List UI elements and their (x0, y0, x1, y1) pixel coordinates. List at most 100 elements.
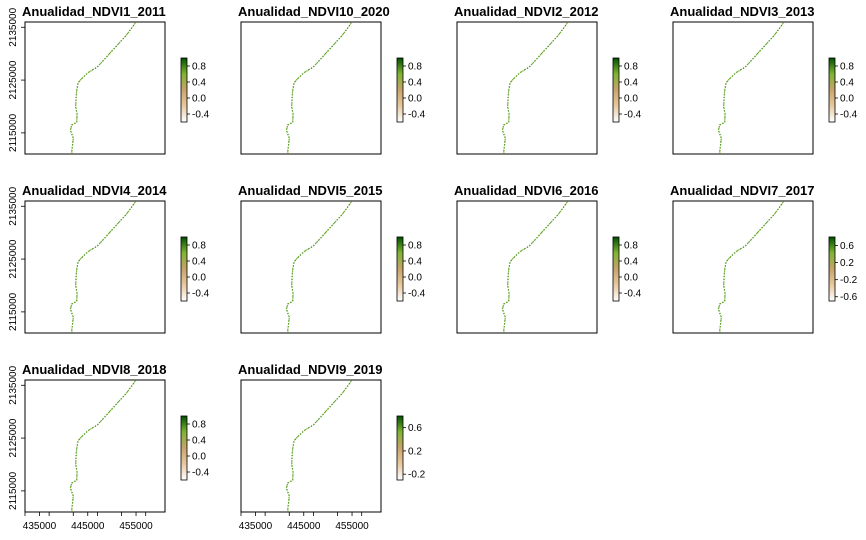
panel-title: Anualidad_NDVI1_2011 (22, 4, 166, 19)
legend-tick-label: 0.8 (840, 62, 854, 73)
coastline-raster (285, 22, 353, 154)
x-tick-label: 445000 (71, 521, 105, 532)
map-frame (240, 379, 382, 513)
legend-colorbar (396, 57, 404, 123)
map-frame (240, 21, 382, 155)
legend-tick-label: 0.4 (408, 78, 422, 89)
map-panel: Anualidad_NDVI10_2020 0.8 0.4 0.0 -0.4 (238, 4, 426, 155)
x-tick-label: 455000 (335, 521, 369, 532)
legend-tick-label: -0.6 (840, 292, 858, 303)
y-tick-label: 2135000 (8, 7, 19, 46)
map-frame (672, 21, 814, 155)
legend-tick-label: 0.4 (192, 257, 206, 268)
x-tick-label: 435000 (23, 521, 57, 532)
legend-tick-label: 0.0 (192, 273, 206, 284)
y-tick-label: 2125000 (8, 60, 19, 99)
map-panel: Anualidad_NDVI3_2013 0.8 0.4 0.0 -0.4 (670, 4, 858, 155)
panel-title: Anualidad_NDVI10_2020 (238, 4, 390, 19)
legend-tick-label: 0.0 (192, 452, 206, 463)
x-tick-label: 455000 (119, 521, 153, 532)
legend-tick-label: -0.2 (840, 275, 858, 286)
legend-tick-label: -0.4 (408, 110, 426, 121)
legend-tick-label: -0.4 (192, 110, 210, 121)
legend-tick-label: 0.4 (192, 78, 206, 89)
coastline-raster (501, 22, 569, 154)
panel-title: Anualidad_NDVI2_2012 (454, 4, 599, 19)
legend-tick-label: 0.0 (624, 94, 638, 105)
legend-tick-label: 0.8 (624, 241, 638, 252)
coastline-raster (69, 380, 137, 512)
legend-tick-label: 0.6 (840, 241, 854, 252)
coastline-raster (69, 201, 137, 333)
legend-tick-label: -0.4 (192, 468, 210, 479)
map-frame (24, 200, 166, 334)
map-panel: Anualidad_NDVI6_2016 0.8 0.4 0.0 -0.4 (454, 183, 642, 334)
panel-title: Anualidad_NDVI6_2016 (454, 183, 599, 198)
map-panel: Anualidad_NDVI7_2017 0.6 0.2 -0.2 -0.6 (670, 183, 858, 334)
map-frame (24, 379, 166, 513)
legend-tick-label: 0.6 (408, 423, 422, 434)
legend-tick-label: -0.2 (408, 470, 426, 481)
legend-tick-label: 0.8 (192, 420, 206, 431)
panel-title: Anualidad_NDVI8_2018 (22, 362, 167, 377)
legend-tick-label: -0.4 (840, 110, 858, 121)
legend-tick-label: 0.8 (192, 62, 206, 73)
map-panel: Anualidad_NDVI8_2018 0.8 0.4 0.0 -0.4 2115000… (8, 362, 210, 532)
map-frame (456, 21, 598, 155)
legend-colorbar (180, 57, 188, 123)
legend-colorbar (396, 415, 404, 481)
legend-tick-label: -0.4 (408, 289, 426, 300)
legend-tick-label: -0.4 (624, 110, 642, 121)
panel-title: Anualidad_NDVI3_2013 (670, 4, 815, 19)
legend-colorbar (612, 236, 620, 302)
y-tick-label: 2125000 (8, 239, 19, 278)
coastline-raster (717, 22, 785, 154)
coastline-raster (285, 380, 353, 512)
legend-tick-label: 0.4 (192, 436, 206, 447)
y-tick-label: 2115000 (8, 113, 19, 152)
legend-tick-label: 0.2 (840, 258, 854, 269)
map-panel: Anualidad_NDVI5_2015 0.8 0.4 0.0 -0.4 (238, 183, 426, 334)
legend-tick-label: 0.0 (624, 273, 638, 284)
legend-colorbar (828, 57, 836, 123)
legend-tick-label: 0.0 (192, 94, 206, 105)
legend-tick-label: 0.4 (624, 78, 638, 89)
x-tick-label: 445000 (287, 521, 321, 532)
coastline-raster (501, 201, 569, 333)
legend-colorbar (612, 57, 620, 123)
y-tick-label: 2115000 (8, 471, 19, 510)
map-panel: Anualidad_NDVI9_2019 0.6 0.2 -0.2 435000 4450… (238, 362, 426, 532)
legend-tick-label: 0.0 (408, 273, 422, 284)
legend-colorbar (180, 415, 188, 481)
coastline-raster (69, 22, 137, 154)
legend-tick-label: 0.8 (624, 62, 638, 73)
x-tick-label: 435000 (239, 521, 273, 532)
legend-tick-label: 0.0 (408, 94, 422, 105)
panel-title: Anualidad_NDVI4_2014 (22, 183, 167, 198)
coastline-raster (285, 201, 353, 333)
map-panel: Anualidad_NDVI2_2012 0.8 0.4 0.0 -0.4 (454, 4, 642, 155)
panel-title: Anualidad_NDVI7_2017 (670, 183, 815, 198)
legend-tick-label: 0.4 (624, 257, 638, 268)
coastline-raster (717, 201, 785, 333)
legend-tick-label: 0.4 (840, 78, 854, 89)
y-tick-label: 2135000 (8, 365, 19, 404)
legend-tick-label: -0.4 (192, 289, 210, 300)
legend-tick-label: 0.0 (840, 94, 854, 105)
panel-title: Anualidad_NDVI5_2015 (238, 183, 383, 198)
legend-tick-label: 0.4 (408, 257, 422, 268)
legend-tick-label: 0.8 (192, 241, 206, 252)
legend-tick-label: 0.2 (408, 446, 422, 457)
map-frame (24, 21, 166, 155)
map-panel: Anualidad_NDVI1_2011 0.8 0.4 0.0 -0.4 2115000… (8, 4, 210, 155)
panel-title: Anualidad_NDVI9_2019 (238, 362, 383, 377)
legend-colorbar (396, 236, 404, 302)
map-frame (456, 200, 598, 334)
map-panel: Anualidad_NDVI4_2014 0.8 0.4 0.0 -0.4 2115000… (8, 183, 210, 334)
map-frame (240, 200, 382, 334)
legend-colorbar (180, 236, 188, 302)
y-tick-label: 2125000 (8, 418, 19, 457)
legend-colorbar (828, 236, 836, 302)
y-tick-label: 2115000 (8, 292, 19, 331)
map-frame (672, 200, 814, 334)
